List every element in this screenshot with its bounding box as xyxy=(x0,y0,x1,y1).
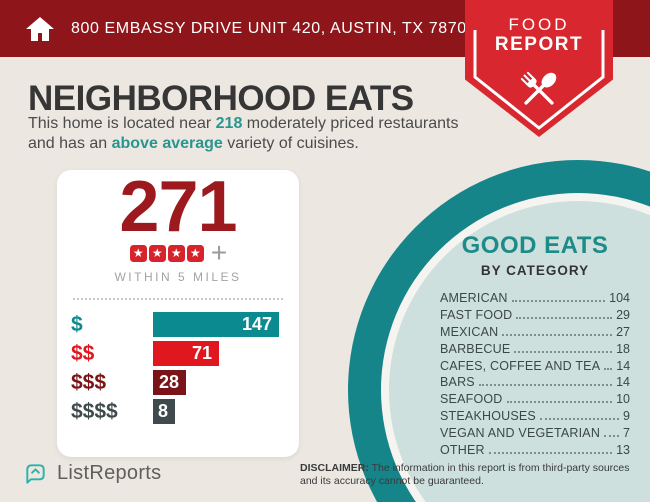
good-eats-section: GOOD EATS BY CATEGORY AMERICAN 104 FAST FO… xyxy=(440,232,630,460)
category-value: 18 xyxy=(616,341,630,356)
category-label: OTHER xyxy=(440,443,485,458)
category-row: CAFES, COFFEE AND TEA 14 xyxy=(440,359,630,376)
category-row: OTHER 13 xyxy=(440,443,630,460)
bar-row: $$$ 28 xyxy=(57,370,299,395)
disclaimer-label: DISCLAIMER: xyxy=(300,462,369,474)
category-list: AMERICAN 104 FAST FOOD 29 MEXICAN 27 BARBECUE 1… xyxy=(440,291,630,460)
badge-title-food: FOOD xyxy=(508,15,570,34)
brand-name: ListReports xyxy=(57,462,162,484)
badge-title-report: REPORT xyxy=(494,34,584,55)
restaurant-stat-card: 271 ★ ★ ★ ★ + WITHIN 5 MILES $147 $$ 71 $$$ 28 $… xyxy=(57,170,299,457)
bar-value: 71 xyxy=(191,343,212,363)
crossed-utensils-icon xyxy=(520,71,557,105)
star-icon: ★ xyxy=(167,244,185,262)
star-icon: ★ xyxy=(129,244,147,262)
category-label: BARS xyxy=(440,375,475,390)
desc-part2: moderately priced restaurants and has an xyxy=(28,115,459,152)
price-tier-label: $$ xyxy=(71,342,95,365)
category-value: 10 xyxy=(616,392,630,407)
category-label: VEGAN AND VEGETARIAN xyxy=(440,426,601,441)
category-label: STEAKHOUSES xyxy=(440,409,536,424)
restaurant-count: 271 xyxy=(119,167,237,247)
category-row: STEAKHOUSES 9 xyxy=(440,409,630,426)
category-label: FAST FOOD xyxy=(440,307,513,322)
category-value: 7 xyxy=(623,426,630,441)
dotted-divider xyxy=(73,298,283,300)
leader-dots xyxy=(604,435,620,438)
bar-row: $$$$ 8 xyxy=(57,399,299,424)
leader-dots xyxy=(502,333,613,336)
price-tier-label: $$$$ xyxy=(71,400,118,423)
star-icon: ★ xyxy=(148,244,166,262)
category-row: SEAFOOD 10 xyxy=(440,392,630,409)
leader-dots xyxy=(506,401,613,404)
bar-row: $$ 71 xyxy=(57,341,299,366)
description-text: This home is located near 218 moderately… xyxy=(28,114,473,154)
leader-dots xyxy=(516,316,613,319)
listreports-brand: ListReports xyxy=(22,460,161,487)
radius-label: WITHIN 5 MILES xyxy=(114,270,242,284)
price-tier-label: $ xyxy=(71,313,83,336)
category-row: BARBECUE 18 xyxy=(440,342,630,359)
bar-value: 28 xyxy=(158,372,179,392)
price-tier-label: $$$ xyxy=(71,371,107,394)
home-icon xyxy=(26,16,54,41)
category-value: 13 xyxy=(616,443,630,458)
star-icon: ★ xyxy=(186,244,204,262)
bar-value: 147 xyxy=(241,314,272,334)
bar: 147 xyxy=(153,312,279,337)
price-tier-bar-chart: $147 $$ 71 $$$ 28 $$$$ 8 xyxy=(57,312,299,424)
plus-sign: + xyxy=(210,237,228,268)
leader-dots xyxy=(514,350,613,353)
category-label: AMERICAN xyxy=(440,291,508,305)
property-address: 800 EMBASSY DRIVE UNIT 420, AUSTIN, TX 7… xyxy=(71,19,477,37)
bar-value: 8 xyxy=(157,401,168,421)
desc-part1: This home is located near xyxy=(28,115,216,132)
desc-part3: variety of cuisines. xyxy=(222,135,359,152)
bar: 28 xyxy=(153,370,186,395)
category-value: 14 xyxy=(616,358,631,373)
leader-dots xyxy=(604,367,613,370)
category-value: 27 xyxy=(616,324,630,339)
leader-dots xyxy=(488,452,613,455)
category-value: 29 xyxy=(616,307,630,322)
category-row: VEGAN AND VEGETARIAN 7 xyxy=(440,426,630,443)
category-value: 104 xyxy=(609,291,630,305)
bar: 8 xyxy=(153,399,175,424)
leader-dots xyxy=(539,418,620,421)
food-report-badge: FOOD REPORT xyxy=(465,0,613,137)
bar-row: $147 xyxy=(57,312,299,337)
category-label: CAFES, COFFEE AND TEA xyxy=(440,358,601,373)
category-row: BARS 14 xyxy=(440,375,630,392)
desc-highlight-count: 218 xyxy=(215,115,243,132)
category-row: MEXICAN 27 xyxy=(440,325,630,342)
listreports-logo-icon xyxy=(26,464,45,484)
page-title: NEIGHBORHOOD EATS xyxy=(28,79,414,118)
category-row: AMERICAN 104 xyxy=(440,291,630,308)
disclaimer-text: The information in this report is from t… xyxy=(300,462,630,487)
good-eats-subtitle: BY CATEGORY xyxy=(480,263,590,278)
leader-dots xyxy=(478,384,613,387)
good-eats-title: GOOD EATS xyxy=(461,232,609,259)
bar: 71 xyxy=(153,341,219,366)
badge-ornament xyxy=(473,30,605,130)
category-row: FAST FOOD 29 xyxy=(440,308,630,325)
desc-highlight-variety: above average xyxy=(111,135,223,152)
category-label: SEAFOOD xyxy=(440,392,503,407)
category-label: BARBECUE xyxy=(440,341,511,356)
leader-dots xyxy=(511,300,606,302)
disclaimer: DISCLAIMER: The information in this repo… xyxy=(300,462,645,488)
category-value: 9 xyxy=(623,409,630,424)
star-tiles: ★ ★ ★ ★ xyxy=(129,244,205,262)
category-value: 14 xyxy=(616,375,630,390)
category-label: MEXICAN xyxy=(440,324,499,339)
star-rating: ★ ★ ★ ★ + xyxy=(57,237,299,268)
